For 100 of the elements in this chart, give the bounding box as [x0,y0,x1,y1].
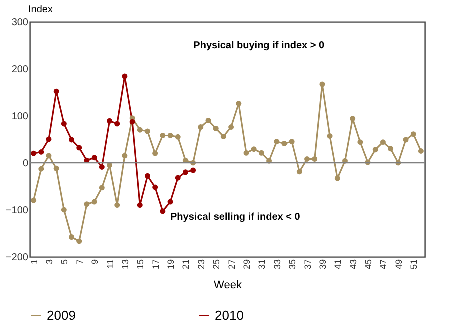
point [114,202,120,208]
point [61,121,67,127]
point [145,173,150,179]
point [388,146,394,152]
x-tick-label: 13 [120,260,130,270]
x-tick-label: 17 [150,260,161,270]
x-tick-label: 15 [136,260,146,270]
point [76,145,82,151]
point [152,150,158,156]
point [251,146,257,152]
point [372,147,378,153]
point [296,169,302,175]
point [175,134,181,140]
point [418,148,424,154]
point [99,185,105,191]
point [38,149,44,155]
y-tick-label: 100 [12,112,29,122]
y-tick-label: −100 [6,206,29,216]
legend-label: 2009 [47,308,76,320]
point [289,139,295,145]
x-tick-label: 39 [318,260,328,270]
x-tick-label: 43 [348,260,358,270]
point [31,198,37,204]
x-tick-label: 45 [364,260,374,270]
x-tick-label: 7 [74,260,85,265]
point [258,150,264,156]
point [327,133,333,139]
point [334,176,340,182]
x-tick-label: 29 [242,260,252,270]
y-tick-label: 0 [22,158,29,170]
point [190,168,196,174]
legend-label: 2010 [215,308,244,320]
x-tick-label: 19 [166,260,176,270]
x-tick-label: 25 [212,260,222,270]
point [130,119,136,125]
point [46,136,52,142]
point [198,124,204,130]
point [160,208,166,214]
point [31,150,37,156]
point [168,133,174,138]
x-tick-label: 49 [394,260,404,270]
point [122,74,128,80]
x-axis-title: Week [214,280,242,292]
point [350,116,356,122]
point [410,132,416,138]
point [312,156,318,162]
point [122,153,128,159]
point [320,82,326,88]
x-tick-label: 27 [226,260,237,270]
x-tick-label: 11 [105,260,116,269]
point [92,155,98,161]
point [137,127,143,133]
x-tick-label: 35 [288,260,298,270]
point [76,238,82,244]
x-tick-label: 1 [29,260,40,265]
point [38,166,44,172]
point [213,126,219,132]
annotation: Physical selling if index < 0 [170,212,301,224]
point [114,121,120,127]
point [107,118,112,124]
point [160,133,166,138]
point [175,175,181,181]
point [244,150,250,156]
x-tick-label: 47 [378,260,389,270]
point [84,202,90,208]
point [182,170,188,176]
y-tick-label: 300 [12,18,29,28]
x-tick-label: 5 [60,260,70,265]
point [145,128,150,134]
point [274,139,280,145]
point [137,202,143,208]
x-tick-label: 41 [333,260,344,270]
x-tick-label: 23 [196,260,206,270]
point [168,199,174,205]
y-axis-title: Index [28,4,53,16]
point [61,207,67,213]
point [152,184,158,190]
point [206,118,212,124]
y-tick-label: −200 [6,252,29,264]
point [220,134,226,140]
y-tick-label: 200 [12,64,29,76]
point [46,153,52,159]
point [236,101,242,107]
x-tick-label: 33 [272,260,282,270]
point [228,124,234,130]
point [358,140,364,146]
point [54,88,60,94]
annotation: Physical buying if index > 0 [194,40,325,52]
point [69,234,75,240]
x-tick-label: 3 [44,260,54,265]
point [54,166,60,172]
point [69,137,75,143]
x-tick-label: 21 [181,260,192,270]
x-tick-label: 37 [302,260,313,270]
x-tick-label: 31 [257,260,268,270]
point [92,199,98,205]
point [99,164,105,170]
point [282,140,288,146]
point [403,137,409,143]
point [304,156,310,162]
